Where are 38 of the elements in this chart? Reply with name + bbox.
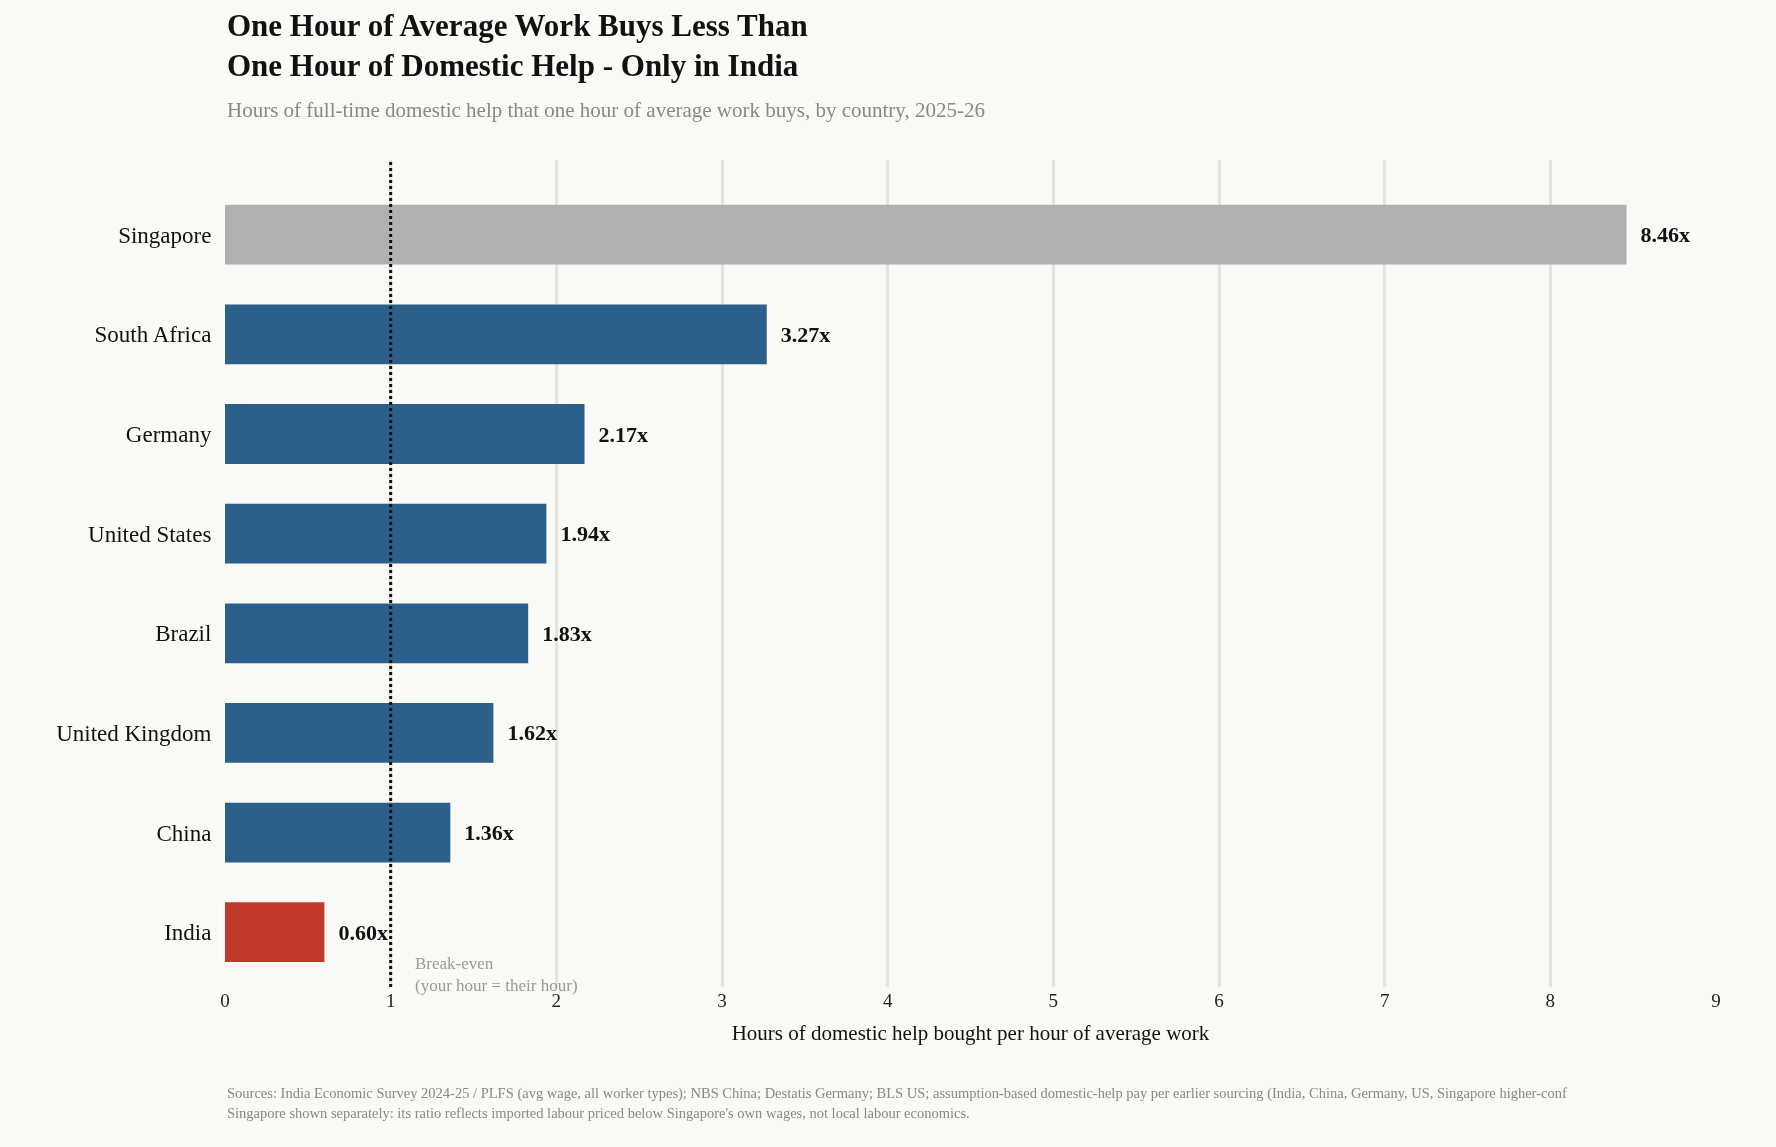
y-tick-label: United Kingdom [56,720,212,746]
x-tick-label: 9 [1711,990,1721,1011]
y-tick-label: Singapore [118,222,212,248]
bar [225,404,585,464]
x-axis-title: Hours of domestic help bought per hour of average work [731,1021,1210,1046]
bar [225,204,1627,265]
bar [225,304,767,365]
chart-subtitle: Hours of full-time domestic help that one hour of average work buys, by country, 2025-26 [227,98,985,122]
y-tick-label: Brazil [155,621,212,647]
data-label: 1.36x [453,820,514,846]
x-tick-label: 6 [1214,990,1224,1011]
data-label: 1.94x [549,521,610,547]
bar [225,902,325,963]
x-tick-label: 8 [1545,990,1556,1011]
x-tick-label: 3 [717,990,727,1011]
y-tick-label: South Africa [94,322,212,348]
text: Singapore shown separately: its ratio reflects imported labour priced below Singapore's own wages, not local labour economics. [227,1105,970,1121]
x-tick-label: 7 [1379,990,1390,1011]
source-note: Sources: India Economic Survey 2024-25 / PLFS (avg wage, all worker types); NBS China; Destatis Germany; BLS US; assumption-based domestic-help pay per earlier sourcing (India, China, Germany, US, Singapore higher-conf [227,1085,1567,1102]
y-tick-label: Germany [125,422,212,448]
y-tick-label: China [156,820,212,846]
x-tick-label: 1 [385,990,396,1011]
bar [225,802,451,863]
data-label: 2.17x [587,421,648,447]
data-label: 1.62x [496,720,557,746]
y-tick-label: India [164,920,212,946]
bar [225,703,494,763]
bar [225,503,547,564]
data-label: 1.83x [531,620,592,646]
x-tick-label: 0 [220,990,230,1011]
data-label: 8.46x [1629,222,1691,248]
y-tick-label: United States [88,521,212,547]
data-label: 3.27x [769,321,831,347]
data-label: 0.60x [327,919,388,945]
chart-title: One Hour of Average Work Buys Less Than One Hour of Domestic Help - Only in India [227,8,808,84]
bar [225,603,529,664]
x-tick-label: 4 [882,990,893,1011]
x-tick-label: 5 [1048,990,1059,1011]
